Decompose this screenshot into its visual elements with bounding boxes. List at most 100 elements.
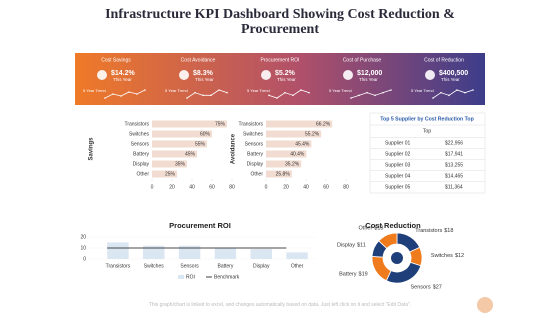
category-label: Transistors [124, 121, 149, 127]
page-title: Infrastructure KPI Dashboard Showing Cos… [105, 7, 455, 37]
kpi-spark-dot [432, 97, 434, 99]
kpi-sparkline [268, 89, 310, 99]
category-label: Sensors [131, 141, 150, 147]
value-label: 60% [200, 131, 211, 137]
category-label: Battery [247, 151, 263, 157]
bar [266, 150, 307, 158]
kpi-icon [261, 70, 271, 80]
x-tick-label: Display [253, 263, 270, 269]
category-label: Other [136, 171, 149, 177]
x-tick-label: 40 [189, 184, 195, 190]
bar [266, 170, 292, 178]
bar [152, 140, 207, 148]
axis-title: Avoidance [231, 133, 237, 164]
value: $27 [433, 285, 442, 291]
kpi-period: This Year [359, 77, 378, 82]
kpi-spark-dot [268, 94, 270, 97]
kpi-icon [343, 70, 353, 80]
kpi-spark-dot [202, 94, 204, 97]
value: $12 [455, 253, 464, 259]
kpi-spark-dot [472, 89, 474, 91]
kpi-icon [97, 70, 107, 80]
value-label: 75% [215, 121, 226, 127]
kpi-trend-label: 5 Year Trend [83, 88, 106, 93]
kpi-value: $14.2% [111, 70, 136, 77]
category: Transistors [415, 228, 442, 234]
kpi-label: Cost of Reduction [424, 57, 464, 63]
kpi-period: This Year [113, 77, 132, 82]
table-cell: $17,941 [445, 151, 463, 157]
kpi-sparkline [186, 89, 228, 99]
x-tick-label: 80 [229, 184, 235, 190]
x-tick-label: 0 [151, 184, 154, 190]
value: $19 [359, 272, 368, 278]
y-tick-label: 20 [80, 234, 86, 240]
donut-slice [385, 261, 422, 284]
kpi-label: Cost of Purchase [343, 57, 382, 63]
kpi-spark-dot [112, 93, 114, 95]
kpi-period: This Year [277, 77, 296, 82]
kpi-spark-dot [210, 94, 212, 97]
category: Display [337, 243, 355, 249]
kpi-spark-dot [218, 89, 220, 91]
kpi-spark-dot [308, 91, 310, 94]
bar [266, 140, 312, 148]
kpi-value: $5.2% [275, 70, 296, 77]
kpi-sparkline [350, 89, 392, 99]
kpi-icon [425, 70, 435, 80]
kpi-trend-label: 5 Year Trend [165, 88, 188, 93]
value-label: 55.2% [305, 131, 320, 137]
kpi-sparkline [104, 89, 146, 99]
x-tick-label: 0 [265, 184, 268, 190]
value: $11 [357, 243, 366, 249]
kpi-spark-dot [448, 94, 450, 97]
x-tick-label: Battery [217, 263, 233, 269]
bar [152, 150, 197, 158]
kpi-spark-dot [464, 91, 466, 94]
category-label: Battery [133, 151, 149, 157]
x-tick-label: Sensors [180, 263, 199, 269]
donut-label: Battery $19 [339, 272, 368, 278]
kpi-period: This Year [195, 77, 214, 82]
kpi-spark-dot [284, 91, 286, 94]
bar [214, 248, 237, 259]
kpi-spark-dot [366, 91, 368, 94]
category-label: Display [247, 161, 264, 167]
category-label: Display [133, 161, 150, 167]
donut-label: Sensors $27 [411, 285, 442, 291]
value-label: 25.8% [276, 171, 291, 177]
table-cell: Supplier 01 [385, 140, 411, 146]
x-tick-label: 60 [323, 184, 329, 190]
table-cell: $13,255 [445, 162, 463, 168]
kpi-spark-dot [276, 97, 278, 99]
bar [286, 252, 308, 259]
bar [250, 249, 272, 259]
axis-title: Savings [89, 137, 95, 161]
table-title: Top 5 Supplier by Cost Reduction Top [380, 116, 473, 122]
donut-label: Transistors $18 [415, 228, 453, 234]
kpi-trend-label: 5 Year Trend [411, 88, 434, 93]
x-tick-label: Switches [144, 263, 165, 269]
donut-label: Display $11 [337, 243, 366, 249]
kpi-spark-dot [350, 97, 352, 99]
table-cell: $14,465 [445, 173, 463, 179]
kpi-sparkline [432, 89, 474, 99]
kpi-trend-label: 5 Year Trend [247, 88, 270, 93]
donut-label: Other $13 [359, 226, 384, 232]
value-label: 40.4% [290, 151, 305, 157]
kpi-spark-dot [358, 94, 360, 97]
value-label: 66.2% [316, 121, 331, 127]
value-label: 45.4% [295, 141, 310, 147]
category-label: Switches [243, 131, 264, 137]
kpi-trend-label: 5 Year Trend [329, 88, 352, 93]
bar [266, 120, 333, 128]
donut-icon [391, 252, 403, 264]
y-tick-label: 10 [80, 245, 86, 251]
kpi-spark-dot [300, 89, 302, 91]
value-label: 35.2% [285, 161, 300, 167]
kpi-label: Procurement ROI [261, 57, 300, 63]
kpi-spark-dot [194, 91, 196, 94]
kpi-spark-dot [104, 97, 106, 99]
x-tick-label: 60 [209, 184, 215, 190]
kpi-spark-dot [144, 89, 146, 91]
